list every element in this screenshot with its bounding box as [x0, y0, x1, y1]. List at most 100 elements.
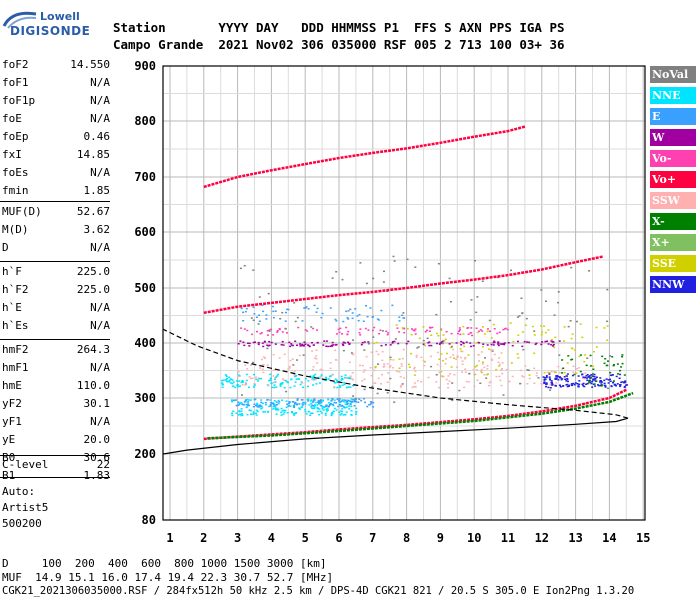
echo-dot	[525, 317, 528, 320]
echo-dot	[362, 371, 365, 373]
param-value: N/A	[90, 241, 110, 254]
echo-dot	[438, 343, 441, 345]
echo-dot	[623, 385, 626, 388]
echo-dot	[466, 327, 469, 329]
echo-dot	[571, 374, 574, 377]
echo-dot	[252, 319, 255, 321]
echo-dot	[319, 368, 322, 371]
echo-dot	[482, 361, 484, 363]
echo-dot	[486, 368, 489, 370]
echo-dot	[300, 399, 303, 401]
echo-dot	[349, 386, 352, 388]
echo-dot	[244, 382, 247, 384]
echo-dot	[370, 351, 373, 353]
echo-dot	[501, 368, 503, 370]
echo-dot	[311, 412, 314, 414]
echo-dot	[240, 410, 243, 412]
echo-dot	[296, 344, 298, 346]
param-row: B0 30.6	[2, 451, 110, 469]
echo-dot	[576, 383, 579, 385]
echo-dot	[398, 371, 401, 373]
echo-dot	[306, 385, 309, 388]
echo-dot	[604, 386, 607, 388]
echo-dot	[325, 340, 328, 342]
echo-dot	[415, 354, 418, 357]
echo-dot	[345, 310, 348, 313]
echo-dot	[274, 343, 277, 345]
echo-dot	[517, 334, 520, 336]
echo-dot	[231, 399, 234, 401]
echo-dot	[436, 351, 439, 354]
echo-dot	[338, 411, 341, 414]
param-row: D N/A	[2, 241, 110, 259]
echo-dot	[324, 412, 327, 415]
echo-dot	[257, 380, 259, 382]
echo-dot	[255, 376, 257, 378]
echo-dot	[232, 381, 235, 383]
echo-dot	[475, 311, 478, 314]
echo-dot	[578, 355, 581, 358]
echo-dot	[436, 363, 439, 366]
echo-dot	[304, 329, 307, 331]
param-row: h`E N/A	[2, 301, 110, 319]
echo-dot	[221, 384, 224, 386]
echo-dot	[499, 343, 502, 345]
echo-dot	[360, 399, 363, 402]
echo-dot	[447, 383, 449, 385]
echo-dot	[480, 351, 483, 353]
echo-dot	[474, 366, 477, 368]
echo-dot	[315, 349, 318, 351]
echo-dot	[609, 378, 611, 381]
echo-dot	[619, 384, 622, 386]
echo-dot	[226, 380, 228, 383]
echo-dot	[316, 410, 319, 413]
echo-dot	[613, 364, 615, 366]
echo-dot	[274, 406, 277, 408]
echo-dot	[504, 328, 506, 330]
echo-dot	[284, 409, 287, 412]
echo-dot	[318, 377, 321, 380]
echo-dot	[558, 340, 561, 342]
echo-dot	[269, 379, 272, 382]
echo-dot	[356, 315, 359, 317]
echo-dot	[455, 342, 458, 344]
echo-dot	[374, 366, 377, 369]
echo-dot	[540, 325, 543, 327]
echo-dot	[332, 344, 335, 346]
echo-dot	[594, 378, 597, 380]
echo-dot	[619, 369, 621, 372]
echo-traces	[203, 125, 634, 441]
echo-dot	[618, 377, 621, 379]
echo-dot	[603, 327, 606, 329]
echo-dot	[266, 364, 269, 366]
echo-dot	[293, 385, 296, 387]
echo-dot	[585, 364, 588, 367]
echo-dot	[542, 376, 545, 378]
param-row: yF1 N/A	[2, 415, 110, 433]
echo-dot	[440, 341, 443, 343]
echo-dot	[320, 401, 323, 404]
echo-dot	[558, 354, 561, 356]
echo-dot	[333, 401, 336, 404]
echo-dot	[553, 346, 556, 349]
echo-dot	[392, 359, 395, 361]
param-value: 1.85	[83, 184, 111, 197]
echo-dot	[522, 376, 525, 378]
echo-dot	[246, 413, 249, 416]
echo-dot	[559, 377, 562, 379]
echo-dot	[245, 379, 248, 382]
echo-dot	[318, 413, 321, 416]
echo-dot	[445, 331, 448, 333]
echo-dot	[520, 297, 523, 299]
echo-dot	[344, 399, 347, 401]
echo-dot	[347, 386, 350, 388]
echo-dot	[606, 320, 609, 323]
echo-dot	[497, 344, 500, 347]
echo-dot	[591, 375, 594, 377]
echo-dot	[255, 404, 258, 407]
echo-dot	[335, 379, 338, 382]
echo-dot	[279, 384, 282, 386]
echo-dot	[302, 344, 305, 347]
echo-dot	[241, 414, 244, 417]
